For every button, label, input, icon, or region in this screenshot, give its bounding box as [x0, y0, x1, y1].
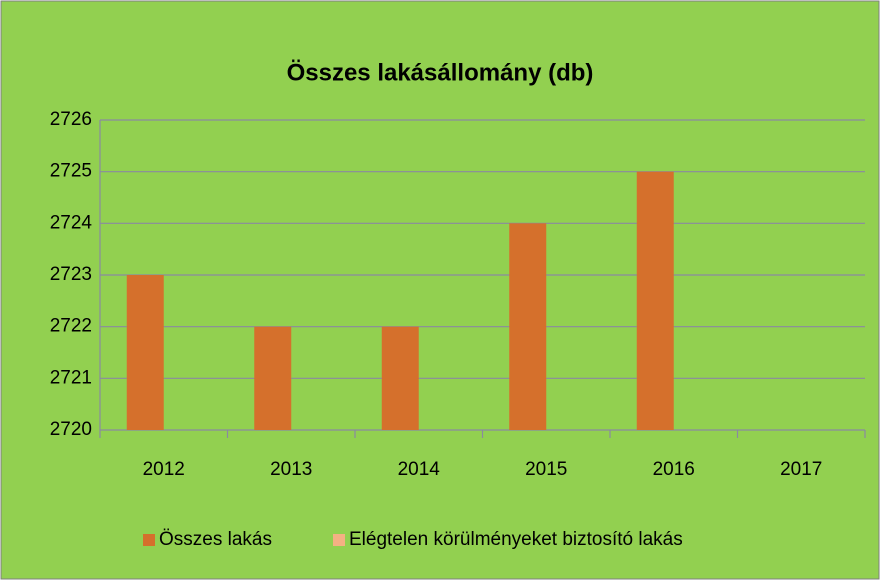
legend-label: Összes lakás	[159, 529, 272, 550]
x-tick-label: 2012	[143, 459, 185, 480]
x-tick-label: 2014	[398, 459, 441, 480]
y-tick-label: 2726	[50, 109, 92, 130]
y-tick-label: 2721	[50, 367, 92, 388]
y-tick-label: 2725	[50, 161, 92, 182]
x-tick-label: 2013	[270, 459, 312, 480]
bar	[381, 326, 419, 430]
bar	[254, 326, 292, 430]
bar	[126, 275, 164, 430]
x-tick-label: 2016	[653, 459, 695, 480]
bar	[509, 223, 547, 430]
x-tick-label: 2017	[780, 459, 822, 480]
y-tick-label: 2720	[50, 419, 92, 440]
bar	[636, 171, 674, 430]
y-tick-label: 2723	[50, 264, 92, 285]
y-tick-label: 2722	[50, 316, 92, 337]
legend-label: Elégtelen körülményeket biztosító lakás	[349, 529, 683, 550]
legend-swatch	[143, 534, 155, 546]
y-tick-label: 2724	[50, 212, 93, 233]
legend-swatch	[333, 534, 345, 546]
chart-title: Összes lakásállomány (db)	[287, 59, 594, 86]
x-tick-label: 2015	[525, 459, 567, 480]
